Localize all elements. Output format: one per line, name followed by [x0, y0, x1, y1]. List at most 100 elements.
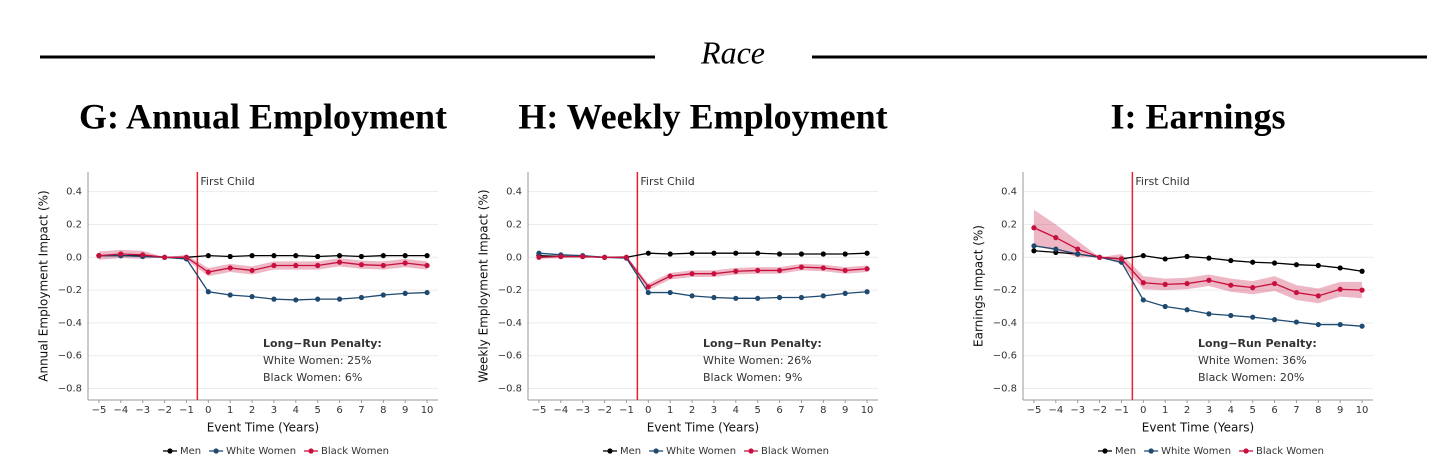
point [358, 262, 365, 268]
point [1162, 256, 1168, 262]
confidence-band [538, 254, 868, 291]
point [293, 297, 299, 303]
legend-label: White Women [666, 446, 736, 457]
point [380, 262, 386, 269]
annotation-line: Black Women: 9% [703, 371, 802, 384]
point [402, 260, 408, 266]
point [1359, 287, 1365, 293]
legend-label: White Women [1161, 446, 1231, 457]
point [271, 296, 277, 302]
x-axis-label: Event Time (Years) [647, 421, 759, 435]
x-tick-label: 3 [1206, 405, 1212, 416]
point [249, 267, 255, 274]
point [1140, 280, 1146, 286]
point [1315, 293, 1321, 299]
point [402, 253, 408, 259]
point [1096, 254, 1103, 260]
point [1184, 307, 1190, 313]
point [580, 253, 586, 260]
x-tick-label: 8 [380, 405, 386, 416]
point [689, 271, 695, 277]
point [1140, 297, 1146, 303]
y-tick-label: 0.2 [1001, 219, 1017, 230]
annotation-line: White Women: 26% [703, 354, 812, 367]
x-tick-label: −5 [1027, 405, 1042, 416]
legend-dot [167, 448, 173, 454]
point [1228, 282, 1234, 288]
x-tick-label: 5 [755, 405, 761, 416]
point [623, 254, 630, 260]
point [667, 289, 673, 296]
x-tick-label: 10 [861, 405, 874, 416]
point [358, 294, 365, 301]
x-tick-label: 1 [1162, 405, 1168, 416]
point [755, 267, 761, 274]
point [1250, 259, 1256, 265]
point [1293, 262, 1300, 268]
point [1359, 323, 1365, 329]
point [315, 262, 321, 269]
point [424, 253, 430, 259]
annotation-title: Long−Run Penalty: [1198, 337, 1317, 350]
point [1075, 246, 1081, 252]
point [842, 290, 848, 296]
y-tick-label: 0.2 [506, 219, 522, 230]
point [380, 253, 386, 259]
legend-dot [308, 448, 314, 454]
point [711, 294, 717, 301]
point [380, 292, 386, 298]
legend-dot [653, 448, 659, 454]
point [711, 271, 717, 277]
point [140, 252, 146, 258]
x-tick-label: 5 [315, 405, 321, 416]
x-tick-label: 2 [249, 405, 255, 416]
point [271, 262, 277, 269]
x-tick-label: −3 [1070, 405, 1085, 416]
point [249, 294, 255, 300]
point [1206, 311, 1212, 317]
point [558, 253, 564, 260]
x-tick-label: 8 [1315, 405, 1321, 416]
point [1162, 281, 1168, 287]
point [1337, 265, 1343, 271]
point [645, 289, 651, 296]
point [1250, 314, 1256, 320]
y-axis-label: Weekly Employment Impact (%) [477, 189, 491, 382]
y-tick-label: −0.8 [993, 384, 1017, 395]
point [1206, 277, 1212, 283]
x-tick-label: −1 [1114, 405, 1129, 416]
point [1053, 246, 1059, 252]
x-tick-label: −3 [135, 405, 150, 416]
x-tick-label: 3 [271, 405, 277, 416]
point [733, 268, 739, 274]
y-axis-label: Annual Employment Impact (%) [37, 190, 51, 381]
point [755, 250, 761, 256]
point [1271, 260, 1278, 266]
annotation-line: White Women: 25% [263, 354, 372, 367]
point [776, 294, 783, 301]
x-tick-label: 6 [336, 405, 342, 416]
point [183, 254, 190, 260]
point [864, 289, 870, 295]
y-tick-label: −0.2 [58, 285, 82, 296]
x-tick-label: −4 [553, 405, 568, 416]
y-tick-label: 0.4 [66, 187, 82, 198]
point [96, 253, 102, 259]
x-tick-label: 0 [205, 405, 211, 416]
y-tick-label: −0.6 [498, 351, 522, 362]
point [1206, 255, 1212, 261]
point [271, 253, 277, 259]
x-tick-label: −1 [619, 405, 634, 416]
chart-title: H: Weekly Employment [518, 96, 887, 136]
point [1315, 321, 1321, 328]
series-line [98, 253, 428, 273]
point [1075, 251, 1081, 257]
x-tick-label: 5 [1250, 405, 1256, 416]
point [601, 254, 608, 260]
point [161, 254, 168, 260]
point [1293, 319, 1300, 325]
chart-title: G: Annual Employment [79, 96, 447, 136]
point [755, 295, 761, 301]
point [1271, 317, 1278, 323]
